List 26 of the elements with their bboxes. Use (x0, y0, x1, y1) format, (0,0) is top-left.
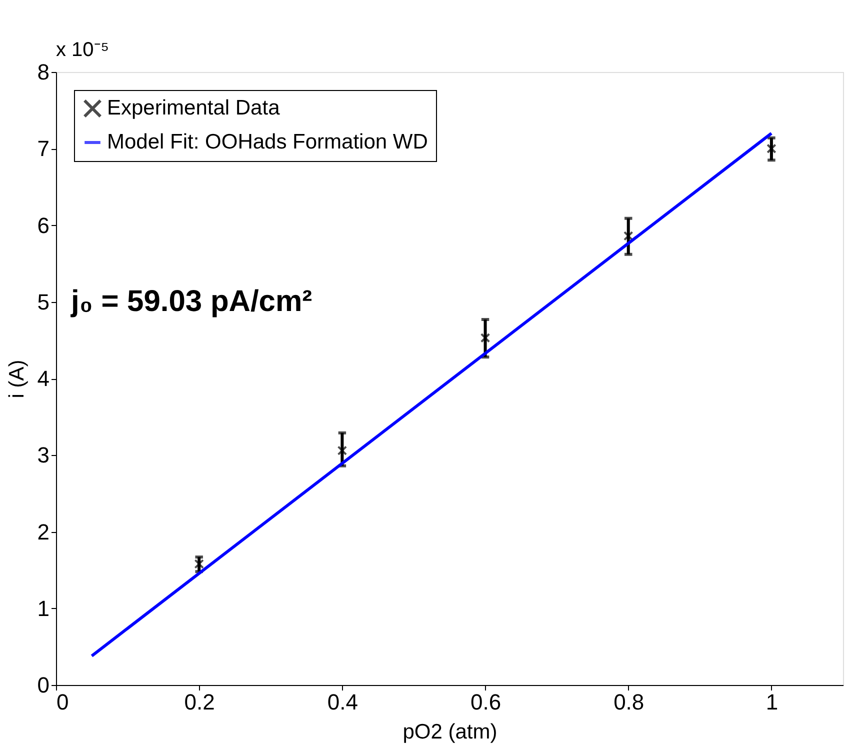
x-tick-label: 0 (56, 690, 69, 714)
y-tick-label: 4 (37, 366, 50, 391)
text: x 10⁻⁵ (56, 39, 110, 61)
y-tick-label: 1 (37, 596, 50, 621)
legend-label: Model Fit: OOHads Formation WD (107, 130, 428, 154)
point (480, 333, 490, 343)
y-tick-label: 2 (37, 519, 50, 544)
point (766, 144, 776, 154)
x-tick-label: 0.4 (327, 690, 358, 714)
x-tick-label: 0.2 (184, 690, 215, 714)
y-tick-label: 0 (37, 672, 50, 698)
point (194, 559, 204, 569)
y-tick-label: 7 (37, 136, 50, 162)
x-tick-label: 1 (766, 690, 778, 714)
x-axis-title: pO2 (atm) (402, 720, 498, 744)
y-tick-label: 3 (37, 442, 50, 468)
y-axis-title: i (A) (5, 360, 28, 398)
y-tick-label: 5 (37, 289, 50, 314)
y-tick-label: 6 (37, 212, 50, 238)
point (623, 231, 634, 241)
x-tick-label: 0.6 (470, 690, 502, 714)
annotation: j₀ = 59.03 pA/cm² (70, 285, 312, 318)
legend-label: Experimental Data (107, 96, 280, 120)
x-tick-label: 0.8 (614, 690, 644, 714)
y-tick-label: 8 (37, 60, 50, 84)
point (337, 446, 348, 456)
